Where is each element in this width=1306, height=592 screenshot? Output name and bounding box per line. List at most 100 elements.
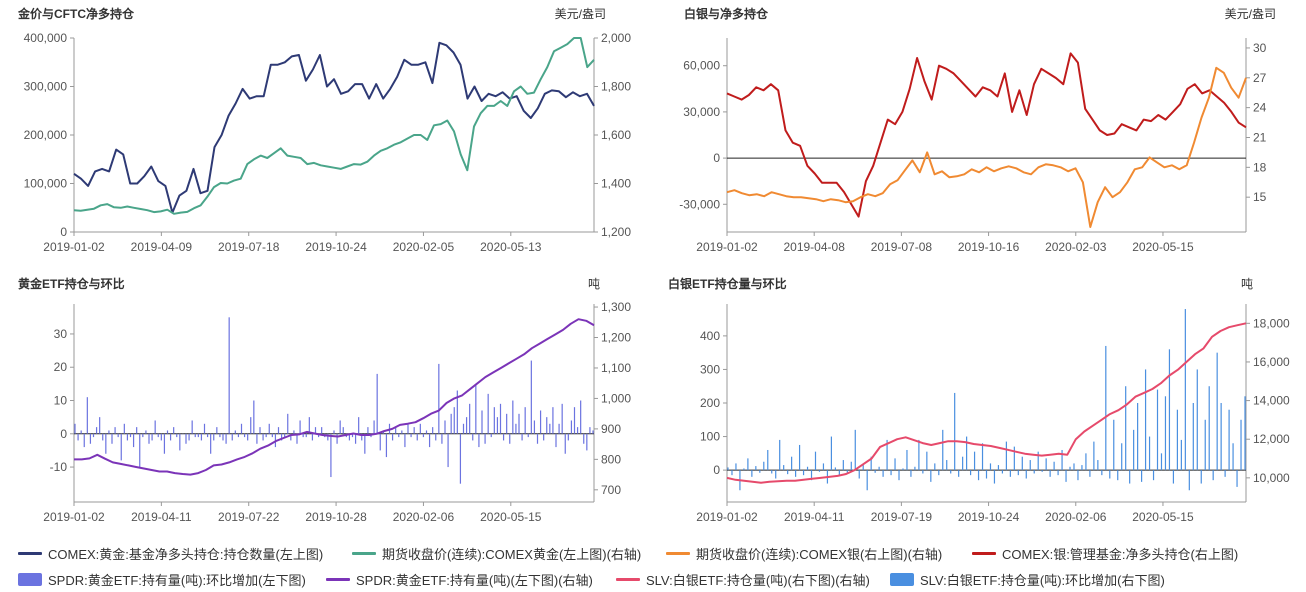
- bar: [308, 417, 310, 434]
- right-tick-label: 10,000: [1253, 471, 1290, 485]
- bar: [102, 433, 104, 441]
- bar: [1168, 349, 1171, 471]
- bar: [157, 433, 159, 438]
- legend-label: SLV:白银ETF:持仓量(吨)(右下图)(右轴): [646, 572, 870, 588]
- bar: [469, 403, 471, 434]
- bar: [814, 451, 817, 471]
- bar: [234, 430, 236, 434]
- legend-item-gold-price[interactable]: 期货收盘价(连续):COMEX黄金(左上图)(右轴): [352, 540, 641, 566]
- series-line: [726, 322, 1247, 484]
- bar: [958, 470, 960, 477]
- bar: [484, 433, 486, 444]
- right-axis-unit: 美元/盎司: [1225, 7, 1276, 21]
- legend-item-silver-price[interactable]: 期货收盘价(连续):COMEX银(右上图)(右轴): [666, 540, 942, 566]
- bar: [271, 433, 273, 438]
- bar: [265, 433, 267, 438]
- bar: [890, 470, 892, 476]
- bar: [496, 417, 499, 434]
- left-tick-label: 400,000: [24, 31, 68, 45]
- bar: [989, 463, 992, 471]
- left-tick-label: 0: [713, 463, 720, 477]
- legend-item-slv-change[interactable]: SLV:白银ETF:持仓量(吨):环比增加(右下图): [890, 566, 1165, 592]
- bar: [176, 433, 178, 438]
- bar: [1097, 460, 1099, 471]
- bar: [1009, 470, 1011, 477]
- bar: [771, 470, 773, 474]
- bar: [583, 433, 585, 444]
- bar: [973, 451, 976, 471]
- bar: [284, 433, 286, 438]
- bar: [834, 467, 836, 471]
- chart-title: 白银与净多持仓: [684, 6, 769, 21]
- bar: [89, 433, 92, 444]
- x-tick-label: 2019-10-24: [305, 240, 367, 254]
- chart-title: 白银ETF持仓量与环比: [668, 276, 787, 291]
- bar: [358, 417, 360, 434]
- x-tick-label: 2019-07-19: [871, 510, 933, 524]
- bar: [188, 433, 190, 441]
- bar: [330, 433, 332, 478]
- bar: [247, 433, 249, 441]
- bar: [533, 420, 536, 434]
- bar: [268, 423, 270, 434]
- x-tick-label: 2019-10-28: [305, 510, 367, 524]
- legend-swatch: [890, 572, 914, 586]
- legend-item-silver-net[interactable]: COMEX:银:管理基金:净多头持仓(右上图): [972, 540, 1238, 566]
- bar: [493, 407, 495, 434]
- bar: [962, 456, 964, 471]
- bar: [573, 407, 576, 434]
- bar: [1049, 470, 1051, 477]
- series-line: [73, 37, 595, 215]
- bar: [830, 436, 832, 471]
- left-tick-label: 60,000: [683, 59, 720, 73]
- bar: [321, 427, 323, 434]
- bar: [166, 430, 169, 434]
- bar: [521, 433, 523, 441]
- bar: [743, 468, 745, 471]
- left-tick-label: 0: [713, 151, 720, 165]
- bar: [213, 433, 215, 441]
- bar: [145, 430, 147, 434]
- bar: [1148, 436, 1151, 471]
- bar: [783, 465, 785, 471]
- bar: [543, 433, 545, 441]
- left-tick-label: 10: [54, 394, 68, 408]
- legend-item-gold-net[interactable]: COMEX:黄金:基金净多头持仓:持仓数量(左上图): [18, 540, 323, 566]
- bar: [558, 423, 560, 434]
- bar: [515, 423, 517, 434]
- left-tick-label: 30,000: [683, 105, 720, 119]
- legend-swatch: [972, 551, 996, 555]
- bar: [299, 420, 301, 434]
- legend-item-slv-holding[interactable]: SLV:白银ETF:持仓量(吨)(右下图)(右轴): [616, 566, 870, 592]
- right-tick-label: 1,200: [601, 225, 631, 239]
- bar: [1244, 396, 1246, 471]
- bar: [182, 433, 184, 435]
- bar: [1184, 309, 1186, 471]
- x-tick-label: 2020-02-05: [393, 240, 455, 254]
- bar: [117, 433, 119, 438]
- bar: [367, 427, 369, 434]
- bar: [490, 433, 492, 438]
- bar: [136, 427, 138, 434]
- bar: [231, 433, 233, 441]
- x-tick-label: 2019-07-22: [218, 510, 280, 524]
- right-tick-label: 30: [1253, 41, 1267, 55]
- bar: [290, 433, 292, 441]
- x-tick-label: 2019-10-16: [958, 240, 1020, 254]
- bar: [478, 433, 480, 448]
- bar: [564, 433, 566, 454]
- right-tick-label: 14,000: [1253, 394, 1290, 408]
- bar: [277, 427, 280, 434]
- legend-swatch: [18, 572, 42, 586]
- x-tick-label: 2020-05-15: [1132, 240, 1194, 254]
- bar: [509, 433, 511, 444]
- legend-swatch: [326, 577, 350, 581]
- bar: [1085, 453, 1087, 471]
- legend-item-spdr-change[interactable]: SPDR:黄金ETF:持有量(吨):环比增加(左下图): [18, 566, 306, 592]
- bar: [997, 465, 1000, 471]
- bar: [336, 433, 338, 444]
- legend-item-spdr-holding[interactable]: SPDR:黄金ETF:持有量(吨)(左下图)(右轴): [326, 566, 593, 592]
- bar: [546, 417, 548, 434]
- bar: [527, 433, 529, 438]
- legend-label: 期货收盘价(连续):COMEX黄金(左上图)(右轴): [382, 546, 642, 562]
